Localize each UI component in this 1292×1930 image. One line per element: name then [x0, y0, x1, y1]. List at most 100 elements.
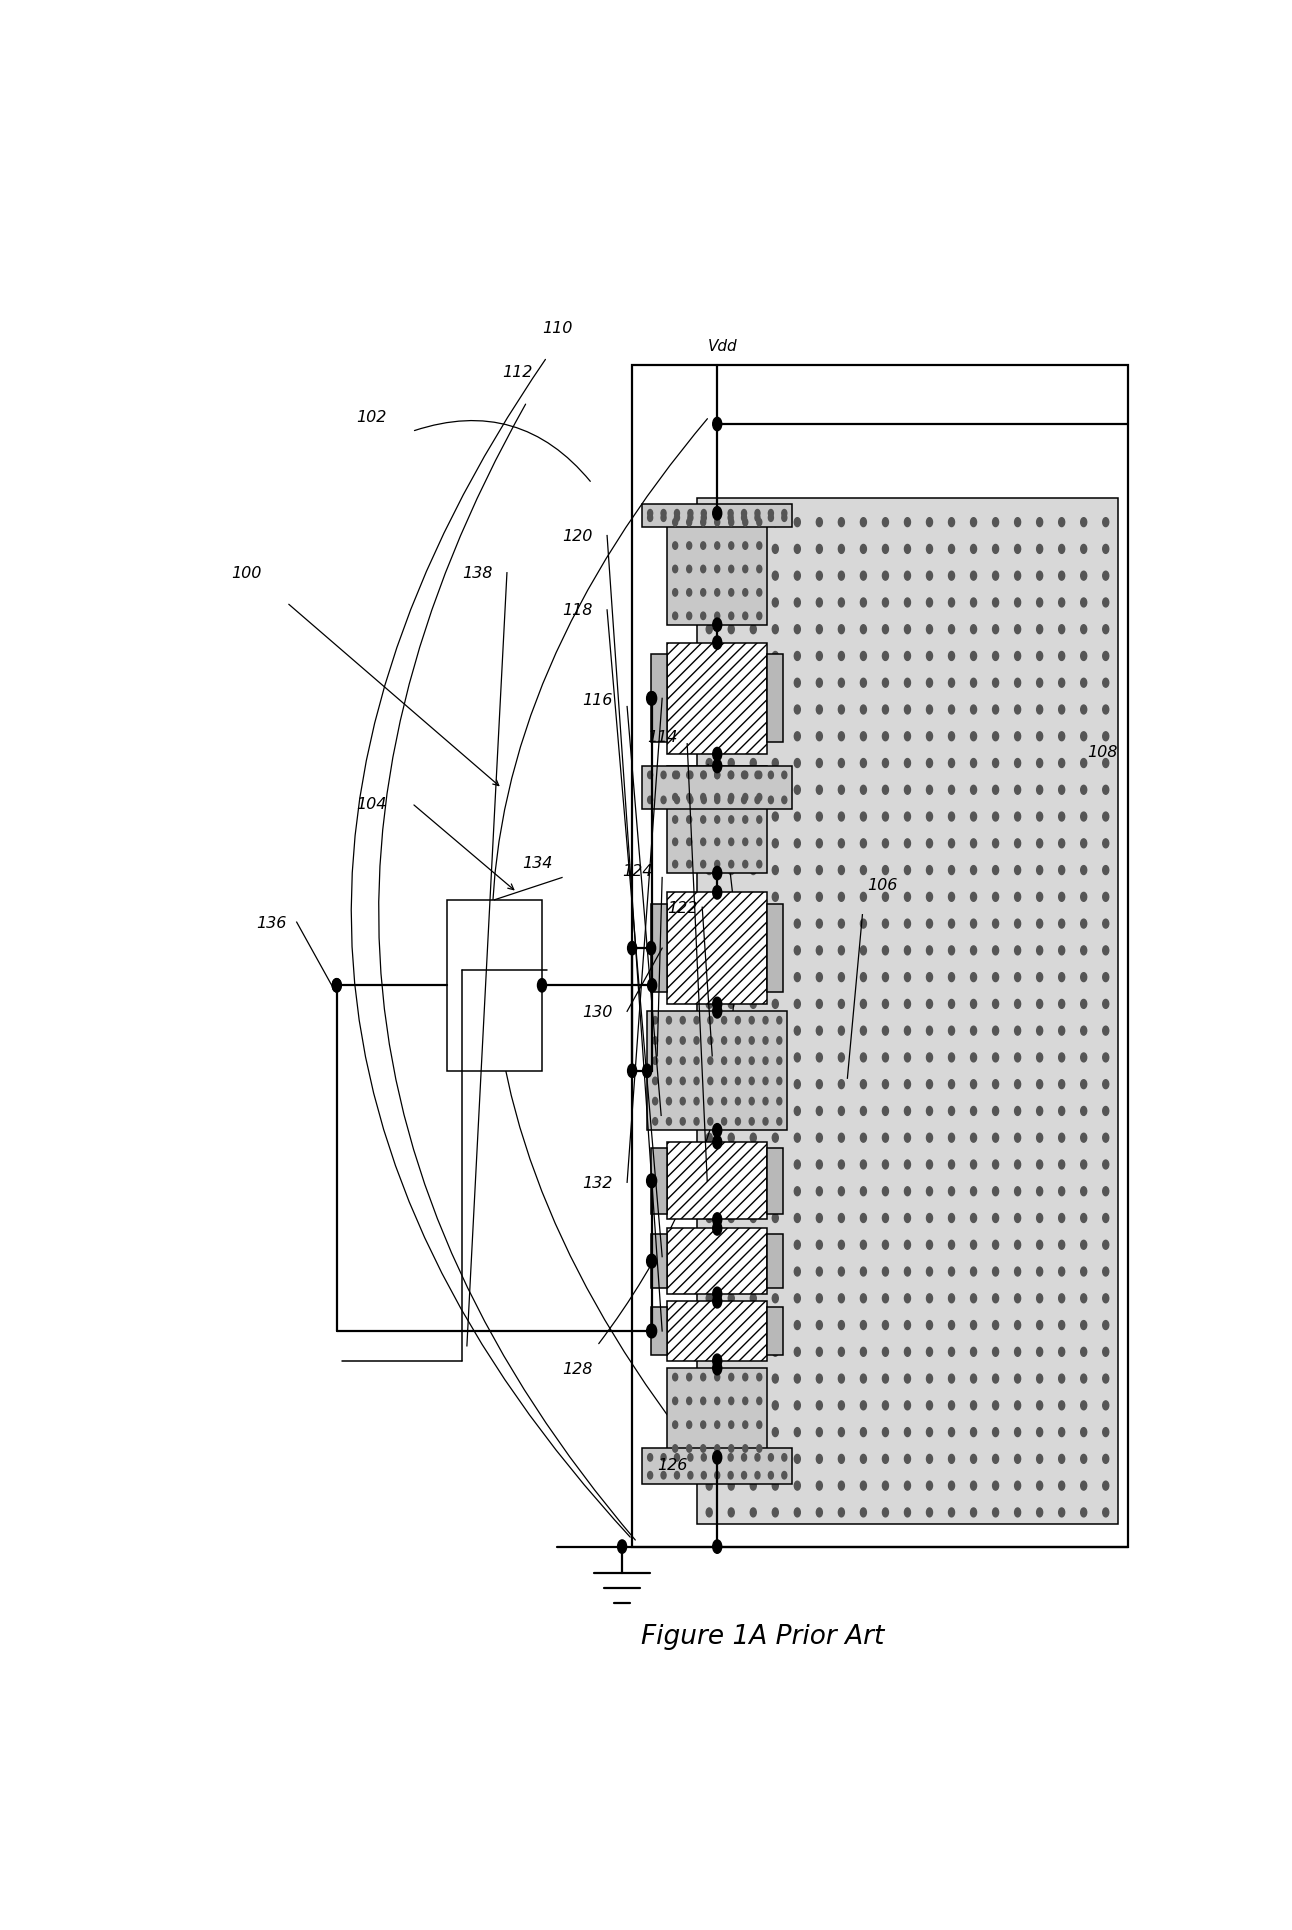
Circle shape: [782, 515, 787, 523]
Circle shape: [860, 758, 867, 768]
Circle shape: [1058, 1374, 1065, 1384]
Circle shape: [751, 813, 756, 822]
Circle shape: [773, 519, 778, 527]
Circle shape: [1080, 1000, 1087, 1009]
Text: 114: 114: [647, 730, 677, 745]
Circle shape: [926, 1214, 933, 1224]
Circle shape: [882, 867, 889, 874]
Circle shape: [773, 1160, 778, 1170]
Circle shape: [948, 1428, 955, 1436]
Circle shape: [1014, 1160, 1021, 1170]
Circle shape: [817, 1214, 823, 1224]
Circle shape: [773, 1482, 778, 1490]
Circle shape: [882, 1295, 889, 1303]
Circle shape: [729, 1133, 734, 1143]
Circle shape: [646, 942, 655, 955]
Circle shape: [735, 1077, 740, 1085]
Circle shape: [647, 1473, 652, 1478]
Circle shape: [714, 861, 720, 868]
Circle shape: [860, 1268, 867, 1276]
Circle shape: [773, 867, 778, 874]
Circle shape: [948, 1482, 955, 1490]
Circle shape: [700, 816, 705, 824]
Circle shape: [992, 1455, 999, 1463]
Circle shape: [702, 772, 707, 780]
Circle shape: [729, 816, 734, 824]
Circle shape: [680, 1098, 685, 1106]
Circle shape: [1080, 1428, 1087, 1436]
Circle shape: [729, 867, 734, 874]
Circle shape: [839, 731, 845, 741]
Circle shape: [708, 1036, 713, 1044]
Bar: [767, 1148, 783, 1214]
Circle shape: [743, 861, 748, 868]
Circle shape: [751, 625, 756, 635]
Circle shape: [1036, 1428, 1043, 1436]
Circle shape: [904, 973, 911, 982]
Circle shape: [926, 679, 933, 687]
Circle shape: [729, 772, 734, 780]
Circle shape: [1036, 1347, 1043, 1357]
Circle shape: [926, 840, 933, 849]
Circle shape: [686, 793, 691, 801]
Circle shape: [743, 1446, 748, 1453]
Circle shape: [1058, 706, 1065, 714]
Circle shape: [1036, 519, 1043, 527]
Circle shape: [773, 1133, 778, 1143]
Circle shape: [948, 519, 955, 527]
Circle shape: [782, 510, 787, 517]
Circle shape: [757, 519, 762, 527]
Circle shape: [1080, 1081, 1087, 1089]
Circle shape: [707, 1027, 712, 1036]
Circle shape: [839, 867, 845, 874]
Circle shape: [743, 840, 748, 845]
Circle shape: [1103, 1027, 1109, 1036]
Circle shape: [714, 797, 720, 805]
Circle shape: [860, 1320, 867, 1330]
Circle shape: [751, 1428, 756, 1436]
Circle shape: [817, 1507, 823, 1517]
Circle shape: [1080, 1027, 1087, 1036]
Circle shape: [882, 1054, 889, 1062]
Circle shape: [755, 515, 760, 523]
Circle shape: [860, 598, 867, 608]
Circle shape: [1103, 1374, 1109, 1384]
Circle shape: [1058, 1187, 1065, 1197]
Circle shape: [817, 1268, 823, 1276]
Circle shape: [700, 840, 705, 845]
Circle shape: [1103, 1455, 1109, 1463]
Circle shape: [1036, 1160, 1043, 1170]
Circle shape: [757, 772, 762, 780]
Circle shape: [707, 1054, 712, 1062]
Circle shape: [751, 1133, 756, 1143]
Circle shape: [713, 1287, 722, 1301]
Circle shape: [839, 1428, 845, 1436]
Circle shape: [970, 758, 977, 768]
Circle shape: [1080, 840, 1087, 849]
Circle shape: [817, 1000, 823, 1009]
Circle shape: [700, 772, 705, 780]
Circle shape: [729, 797, 733, 805]
Circle shape: [882, 731, 889, 741]
Circle shape: [992, 1108, 999, 1116]
Circle shape: [882, 1081, 889, 1089]
Circle shape: [751, 652, 756, 662]
Circle shape: [795, 1000, 800, 1009]
Circle shape: [729, 1453, 733, 1461]
Circle shape: [707, 1374, 712, 1384]
Circle shape: [1103, 894, 1109, 901]
Circle shape: [782, 772, 787, 780]
Circle shape: [735, 1098, 740, 1106]
Circle shape: [970, 786, 977, 795]
Circle shape: [817, 1482, 823, 1490]
Circle shape: [992, 786, 999, 795]
Circle shape: [948, 1000, 955, 1009]
Circle shape: [707, 1401, 712, 1411]
Circle shape: [646, 1254, 655, 1268]
Circle shape: [1014, 571, 1021, 581]
Circle shape: [948, 1054, 955, 1062]
Circle shape: [926, 598, 933, 608]
Circle shape: [1036, 598, 1043, 608]
Circle shape: [742, 510, 747, 517]
Circle shape: [839, 625, 845, 635]
